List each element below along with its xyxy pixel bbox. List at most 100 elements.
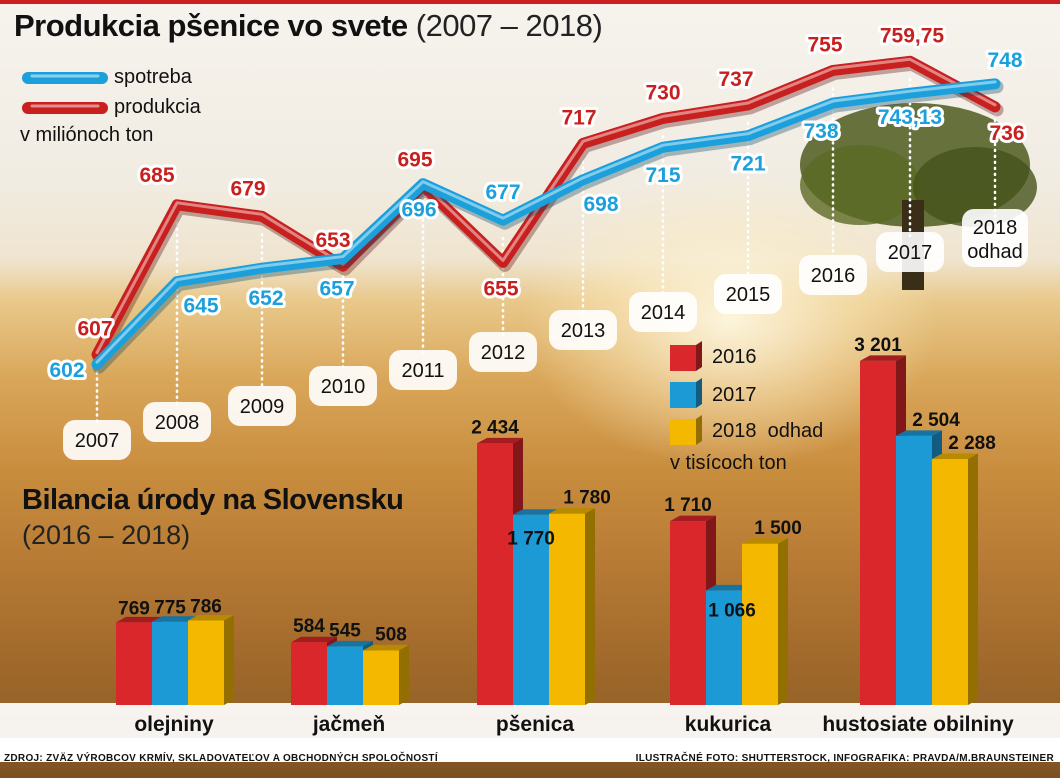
svg-text:2007: 2007: [75, 430, 120, 452]
svg-text:2011: 2011: [401, 360, 444, 382]
spotreba-value-label: 721: [730, 153, 765, 176]
produkcia-value-label: 655: [483, 277, 518, 300]
bar-value-label: 508: [375, 624, 407, 645]
spotreba-value-label: 677: [485, 181, 520, 204]
spotreba-value-label: 738: [803, 120, 838, 143]
line-chart-title-text: Produkcia pšenice vo svete: [14, 8, 408, 43]
legend-label-spotreba: spotreba: [114, 66, 192, 88]
bar-value-label: 3 201: [854, 335, 902, 356]
svg-text:2017: 2017: [888, 242, 933, 264]
x-tick-label: 2009: [228, 386, 296, 426]
bar-value-label: 584: [293, 616, 325, 637]
spotreba-value-label: 602: [49, 359, 84, 382]
svg-text:2008: 2008: [155, 412, 200, 434]
svg-text:2010: 2010: [321, 376, 366, 398]
bar-value-label: 2 504: [912, 410, 960, 431]
x-tick-label: 2017: [876, 232, 944, 272]
produkcia-value-label: 759,75: [880, 24, 945, 47]
produkcia-value-label: 755: [807, 33, 842, 56]
bar-value-label: 545: [329, 620, 361, 641]
slovakia-harvest-bar-chart: 769 775 786 olejniny 584 545 508 jačmeň 2 434 1 7…: [0, 335, 1060, 743]
bar-legend-swatch-side: [696, 341, 702, 371]
svg-text:2018: 2018: [973, 217, 1018, 239]
x-tick-label: 2008: [143, 402, 211, 442]
svg-text:2016: 2016: [811, 265, 856, 287]
spotreba-value-label: 645: [183, 295, 218, 318]
bar-jačmeň-2018-odhad: [363, 644, 409, 705]
bar-hustosiate-obilniny-2018-odhad: [932, 453, 978, 705]
line-chart-title: Produkcia pšenice vo svete (2007 – 2018): [14, 8, 603, 44]
x-tick-label: 2007: [63, 420, 131, 460]
bar-value-label: 2 288: [948, 433, 996, 454]
bar-legend-swatch-2017: [670, 382, 696, 408]
bar-value-label: 1 500: [754, 518, 802, 539]
x-tick-label: 2010: [309, 366, 377, 406]
line-chart-unit: v miliónoch ton: [20, 124, 154, 146]
spotreba-value-label: 743,13: [878, 106, 942, 129]
x-tick-label: 2013: [549, 310, 617, 350]
legend-label-produkcia: produkcia: [114, 96, 201, 118]
footer-source: ZDROJ: ZVÄZ VÝROBCOV KRMÍV, SKLADOVATEĽO…: [4, 753, 438, 764]
svg-text:2012: 2012: [481, 342, 526, 364]
bar-value-label: 1 066: [708, 600, 756, 621]
bar-chart-title: Bilancia úrody na Slovensku: [22, 484, 404, 517]
spotreba-line-shadow: [92, 80, 1004, 374]
spotreba-line-highlight: [95, 80, 997, 364]
bar-legend-swatch-2018: [670, 419, 696, 445]
x-tick-label: 2014: [629, 292, 697, 332]
x-tick-label: 2012: [469, 332, 537, 372]
bar-kukurica-2018-odhad: [742, 538, 788, 705]
bar-chart-unit: v tisícoch ton: [670, 452, 787, 474]
bar-category-label: hustosiate obilniny: [822, 713, 1014, 736]
world-wheat-line-chart: 2007 2008 2009 2010 2011 2012 2013 2014 2015 2016…: [22, 21, 1028, 460]
x-tick-label: 2016: [799, 255, 867, 295]
bar-legend-swatch-side: [696, 415, 702, 445]
produkcia-value-label: 730: [645, 81, 680, 104]
bar-value-label: 786: [190, 597, 222, 618]
svg-text:odhad: odhad: [967, 241, 1023, 263]
produkcia-value-label: 653: [315, 229, 350, 252]
spotreba-value-label: 652: [248, 287, 283, 310]
bar-legend-swatch-side: [696, 378, 702, 408]
bar-value-label: 1 770: [507, 529, 555, 550]
bar-olejniny-2018-odhad: [188, 615, 234, 705]
bar-chart-title-text: Bilancia úrody na Slovensku: [22, 484, 404, 516]
bar-legend-label-2016: 2016: [712, 346, 757, 368]
x-tick-label: 2011: [389, 350, 457, 390]
produkcia-value-label: 685: [139, 164, 174, 187]
produkcia-value-label: 737: [718, 68, 753, 91]
bar-value-label: 2 434: [471, 417, 519, 438]
bar-value-label: 1 710: [664, 495, 712, 516]
spotreba-value-label: 748: [987, 49, 1022, 72]
spotreba-value-label: 696: [401, 199, 436, 222]
spotreba-value-label: 715: [645, 164, 680, 187]
produkcia-value-label: 695: [397, 149, 432, 172]
produkcia-value-label: 717: [561, 106, 596, 129]
tree-illustration: [800, 103, 1037, 290]
svg-text:2009: 2009: [240, 396, 285, 418]
bar-legend-label-2017: 2017: [712, 384, 757, 406]
bar-legend-swatch-2016: [670, 345, 696, 371]
svg-text:2013: 2013: [561, 320, 606, 342]
x-tick-label: 2015: [714, 274, 782, 314]
bar-value-label: 775: [154, 598, 186, 619]
bar-category-label: kukurica: [685, 713, 772, 736]
produkcia-value-label: 607: [77, 318, 112, 341]
bar-category-label: olejniny: [134, 713, 214, 736]
svg-text:2014: 2014: [641, 302, 686, 324]
bar-legend-label-2018: 2018 odhad: [712, 420, 824, 442]
spotreba-value-label: 657: [319, 278, 354, 301]
bar-pšenica-2018-odhad: [549, 508, 595, 705]
spotreba-line: [91, 78, 1001, 370]
produkcia-value-label: 736: [989, 122, 1024, 145]
footer-band: [0, 738, 1060, 762]
bar-category-label: jačmeň: [312, 713, 385, 736]
bar-chart-subtitle: (2016 – 2018): [22, 520, 191, 550]
bar-baseline: [0, 703, 1060, 743]
footer-credits: ILUSTRAČNÉ FOTO: SHUTTERSTOCK, INFOGRAFI…: [635, 753, 1054, 764]
bar-value-label: 1 780: [563, 488, 611, 509]
produkcia-value-label: 679: [230, 177, 265, 200]
